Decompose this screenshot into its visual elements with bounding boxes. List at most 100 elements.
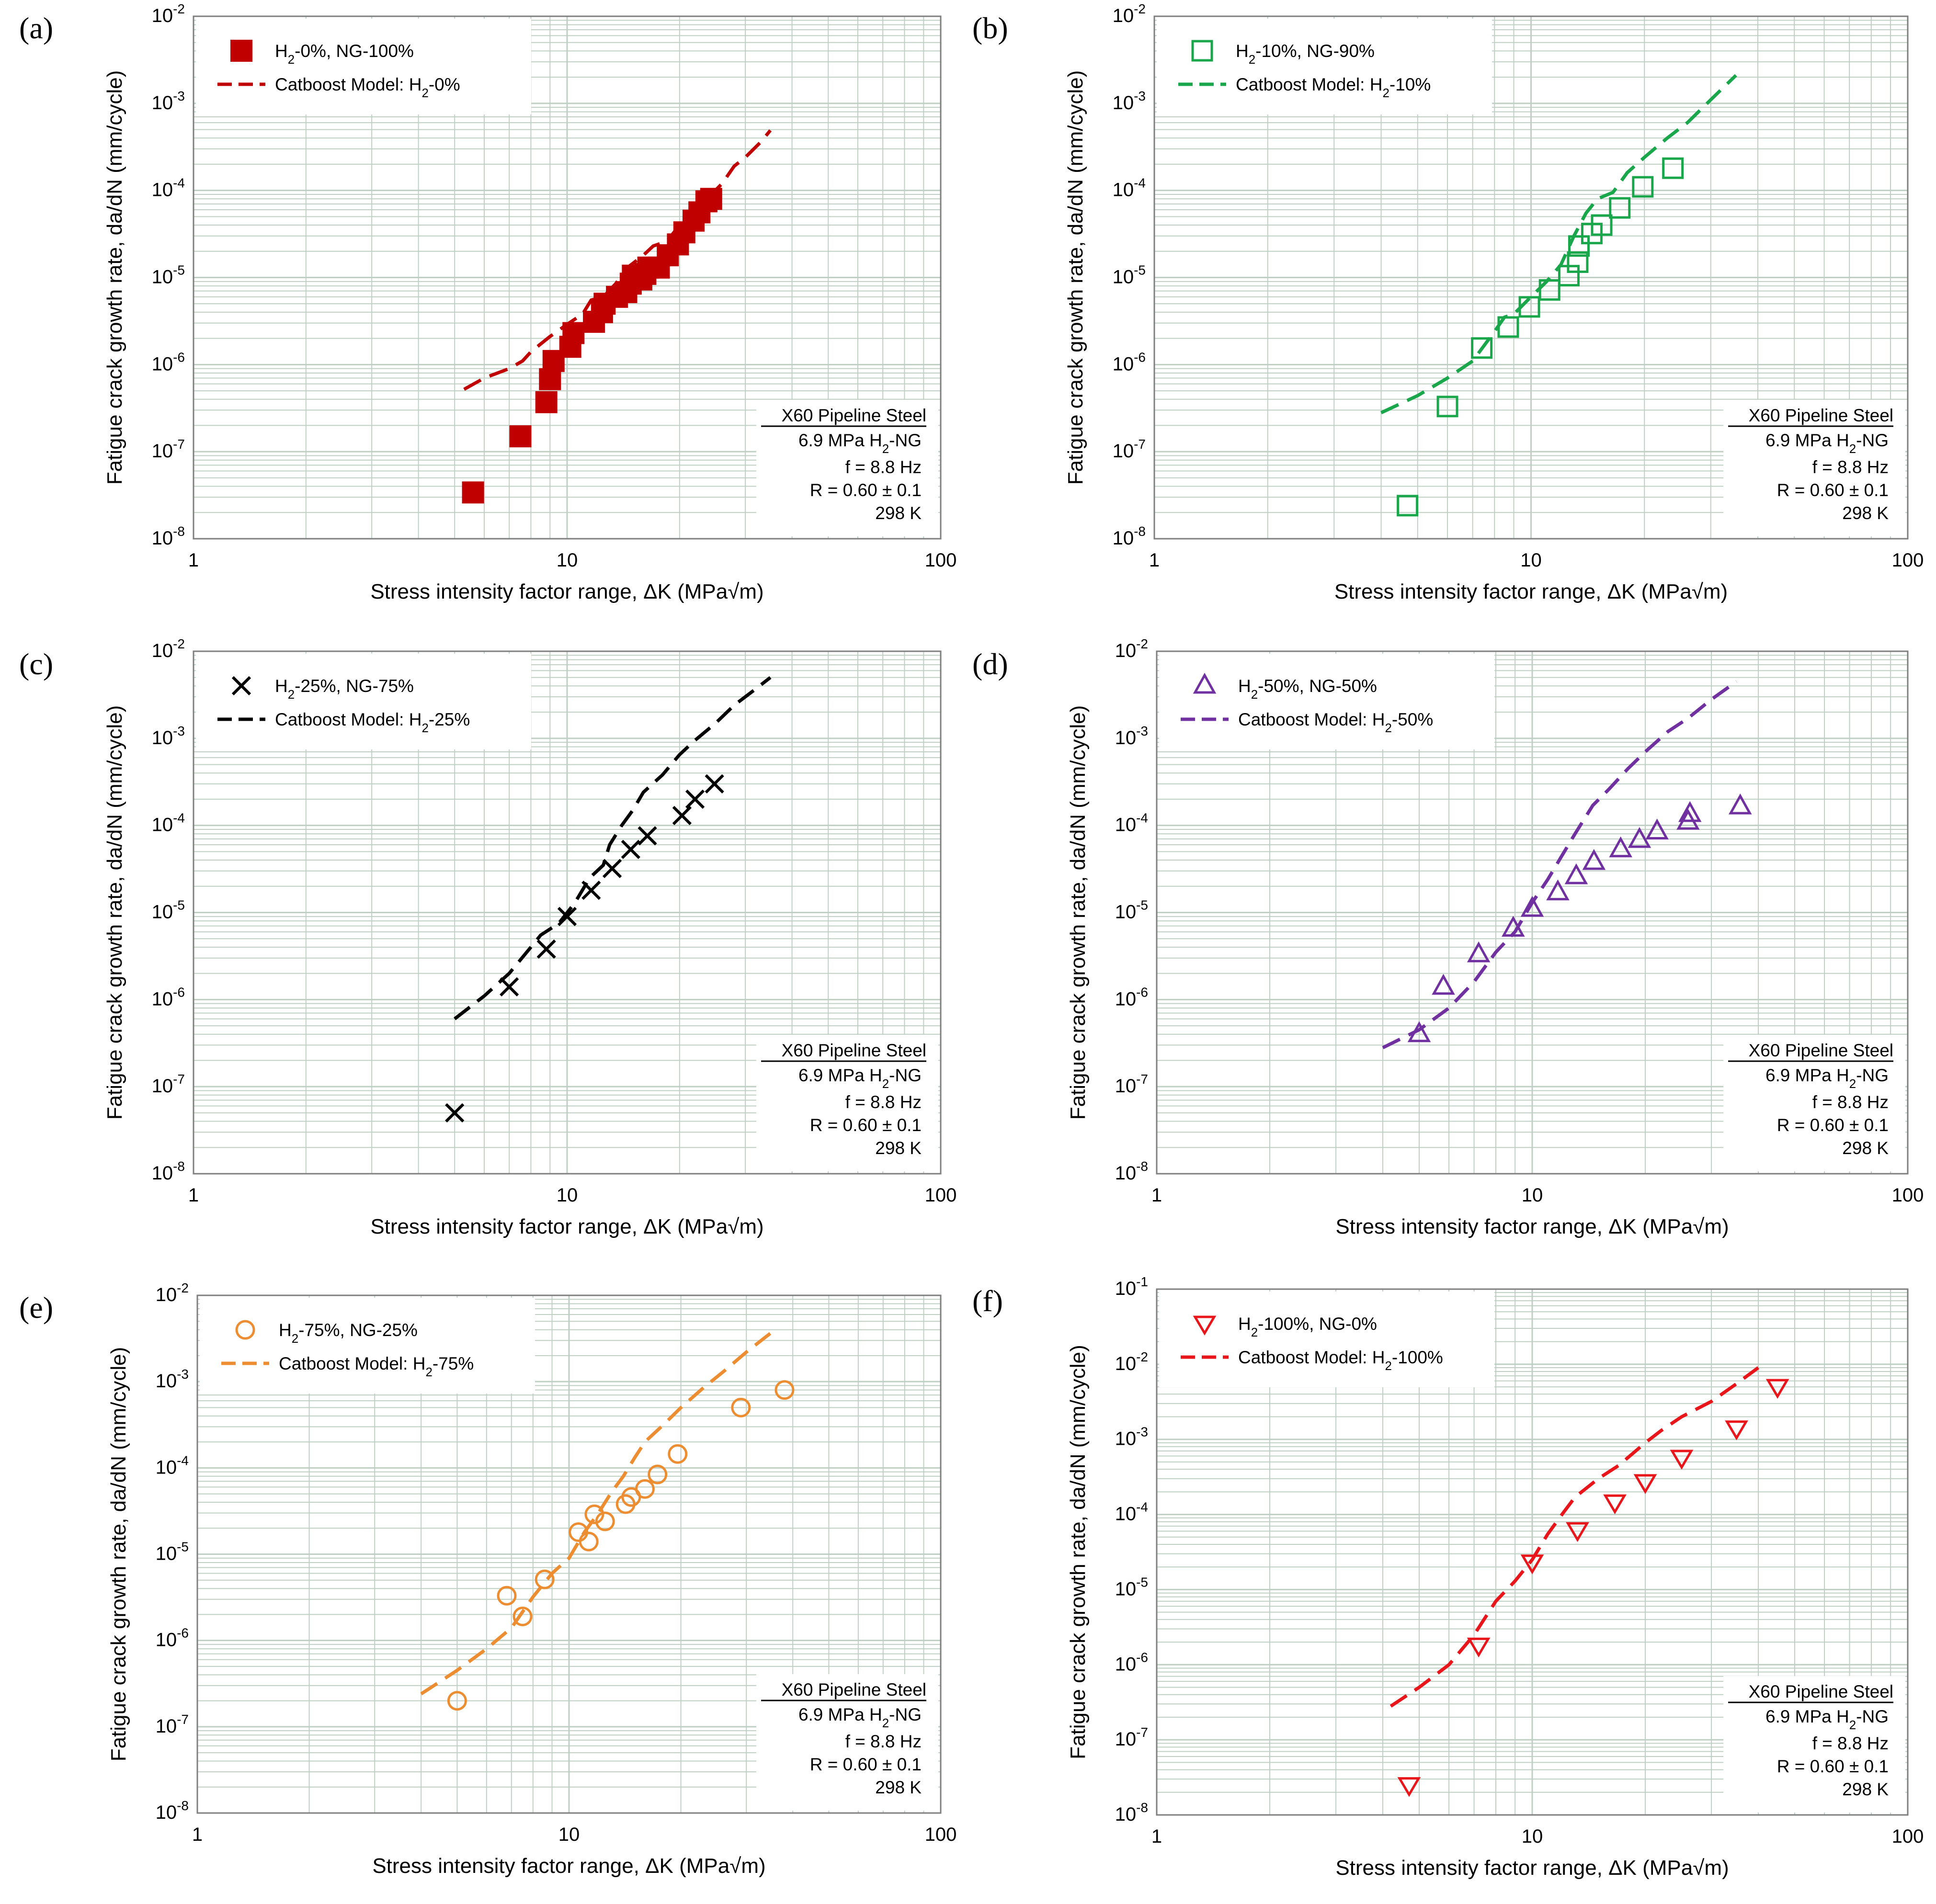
y-tick-label: 10-8 (152, 524, 185, 549)
note-box (756, 1035, 938, 1171)
legend-model-label: Catboost Model: H2-50% (1238, 710, 1433, 735)
y-tick-label: 10-7 (156, 1712, 189, 1737)
note-pressure: 6.9 MPa H2-NG (798, 431, 922, 456)
legend-box (200, 1298, 535, 1394)
note-pressure: 6.9 MPa H2-NG (1765, 1065, 1889, 1091)
y-tick-label: 10-7 (1113, 437, 1146, 462)
legend-data-label: H2-75%, NG-25% (279, 1320, 418, 1346)
data-point (1502, 916, 1525, 937)
legend: H2-50%, NG-50% Catboost Model: H2-50% (1159, 654, 1494, 749)
y-axis-title: Fatigue crack growth rate, da/dN (mm/cyc… (103, 70, 126, 485)
data-point (1471, 337, 1493, 359)
panel-label: (d) (972, 647, 1008, 681)
note-temperature: 298 K (875, 1138, 922, 1158)
y-tick-label: 10-3 (1113, 89, 1146, 113)
x-tick-label: 1 (1151, 1185, 1162, 1206)
legend-data-marker (231, 676, 251, 696)
data-point (536, 939, 556, 959)
legend-model-label: Catboost Model: H2-100% (1238, 1348, 1443, 1373)
note-box (1723, 1676, 1905, 1813)
data-point (668, 1444, 688, 1464)
x-tick-label: 10 (1522, 1826, 1543, 1847)
legend-box (196, 19, 531, 114)
data-point (1765, 1379, 1789, 1399)
note-box (756, 400, 938, 536)
legend-data-marker (235, 1320, 255, 1340)
legend-data-label: H2-10%, NG-90% (1236, 41, 1375, 67)
y-tick-label: 10-7 (1115, 1072, 1148, 1097)
y-tick-label: 10-7 (152, 1072, 185, 1097)
x-tick-label: 1 (188, 550, 199, 571)
data-point (1609, 836, 1632, 858)
data-point (535, 1569, 555, 1589)
y-tick-label: 10-3 (152, 89, 185, 113)
data-point (1432, 974, 1455, 995)
note-ratio: R = 0.60 ± 0.1 (1777, 1757, 1889, 1776)
data-point (1670, 1450, 1694, 1470)
data-point (635, 1479, 655, 1499)
data-point (595, 1511, 615, 1531)
legend: H2-25%, NG-75% Catboost Model: H2-25% (196, 654, 531, 749)
note-box (1723, 400, 1905, 536)
y-tick-label: 10-3 (1115, 1425, 1148, 1450)
data-point (1633, 1474, 1657, 1494)
y-tick-label: 10-5 (152, 263, 185, 288)
y-tick-label: 10-8 (1113, 524, 1146, 549)
legend-data-label: H2-0%, NG-100% (275, 41, 414, 67)
x-tick-label: 1 (188, 1185, 199, 1206)
y-tick-label: 10-7 (152, 437, 185, 462)
note-frequency: f = 8.8 Hz (845, 1092, 922, 1112)
legend: H2-100%, NG-0% Catboost Model: H2-100% (1159, 1292, 1494, 1387)
y-axis-title: Fatigue crack growth rate, da/dN (mm/cyc… (107, 1347, 130, 1762)
note-temperature: 298 K (1842, 1138, 1889, 1158)
data-point (774, 1380, 795, 1400)
x-axis-title: Stress intensity factor range, ΔK (MPa√m… (1334, 580, 1728, 603)
data-point (705, 774, 724, 794)
y-tick-label: 10-4 (152, 811, 185, 836)
note-ratio: R = 0.60 ± 0.1 (810, 480, 922, 500)
chart-panel-3: 1 10 100 10-8 10-7 10-6 10-5 10-4 10-3 10-2 Stress… (19, 636, 957, 1238)
y-tick-label: 10-5 (156, 1540, 189, 1564)
chart-panel-4: 1 10 100 10-8 10-7 10-6 10-5 10-4 10-3 10-2 Stress… (972, 636, 1924, 1238)
note-temperature: 298 K (1842, 1779, 1889, 1799)
y-tick-label: 10-3 (156, 1367, 189, 1392)
x-tick-label: 10 (557, 1185, 578, 1206)
data-point (1628, 827, 1651, 848)
panel-label: (f) (972, 1284, 1003, 1318)
data-point (1397, 1777, 1421, 1797)
x-tick-label: 10 (1520, 550, 1542, 571)
data-point (512, 1606, 533, 1626)
data-point (445, 1103, 465, 1123)
data-point (500, 977, 519, 997)
y-tick-label: 10-4 (1115, 1500, 1148, 1525)
note-title: X60 Pipeline Steel (1749, 1041, 1893, 1060)
data-point (1662, 157, 1684, 179)
legend-data-label: H2-25%, NG-75% (275, 676, 414, 702)
x-axis-title: Stress intensity factor range, ΔK (MPa√m… (1335, 1856, 1729, 1880)
legend: H2-0%, NG-100% Catboost Model: H2-0% (196, 19, 531, 114)
y-tick-label: 10-4 (1113, 176, 1146, 201)
y-tick-label: 10-5 (152, 898, 185, 923)
plot-frame (193, 650, 942, 1175)
y-tick-label: 10-2 (1113, 1, 1146, 26)
y-tick-label: 10-2 (1115, 636, 1148, 661)
note-temperature: 298 K (875, 1778, 922, 1797)
data-point (1407, 1021, 1431, 1043)
note-title: X60 Pipeline Steel (782, 1041, 926, 1060)
panel-label: (a) (19, 11, 53, 45)
note-temperature: 298 K (875, 503, 922, 523)
chart-panel-2: 1 10 100 10-8 10-7 10-6 10-5 10-4 10-3 10-2 Stress… (972, 1, 1924, 603)
catboost-model-line (1382, 680, 1738, 1050)
data-point (602, 859, 622, 878)
data-point (1546, 879, 1570, 901)
y-axis-title: Fatigue crack growth rate, da/dN (mm/cyc… (1064, 70, 1087, 485)
data-point (1678, 801, 1702, 822)
catboost-model-line (454, 676, 772, 1020)
y-tick-label: 10-2 (152, 1, 185, 26)
